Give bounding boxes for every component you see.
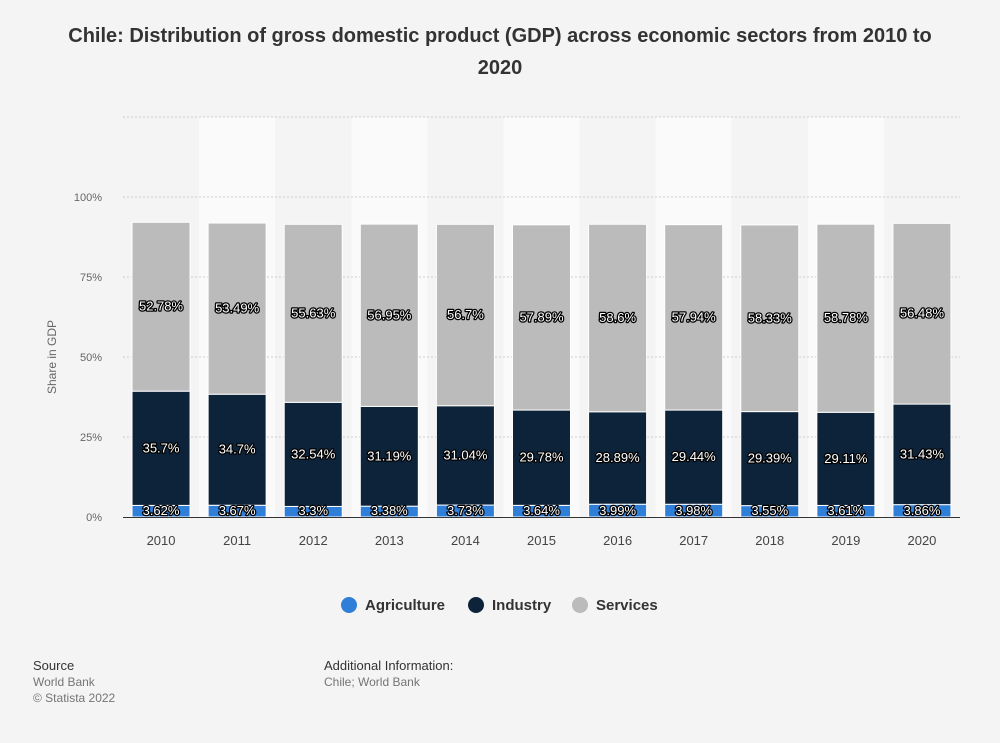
legend-marker <box>572 597 588 613</box>
data-label: 58.6% <box>599 310 636 325</box>
data-label: 3.61% <box>827 503 864 518</box>
bar-industry[interactable] <box>207 393 267 506</box>
data-label: 28.89% <box>596 450 641 465</box>
data-label: 3.55% <box>751 503 788 518</box>
bar-services[interactable] <box>588 223 648 413</box>
data-label: 35.7% <box>143 440 180 455</box>
data-label: 32.54% <box>291 446 336 461</box>
data-label: 29.44% <box>672 449 717 464</box>
axes: 0% 25% 50% 75% 100% Share in GDP 2010 2011 2012 2… <box>45 192 960 548</box>
y-tick-label: 50% <box>80 352 102 364</box>
data-label: 3.86% <box>904 503 941 518</box>
data-label: 57.89% <box>519 309 564 324</box>
data-label: 31.43% <box>900 446 945 461</box>
legend-label: Services <box>596 597 658 614</box>
bar-services[interactable] <box>816 223 876 413</box>
x-tick-label: 2017 <box>679 533 708 548</box>
bar-industry[interactable] <box>816 411 876 506</box>
x-tick-label: 2016 <box>603 533 632 548</box>
legend-item-services[interactable]: Services <box>572 597 658 614</box>
data-label: 53.49% <box>215 301 260 316</box>
bar-services[interactable] <box>435 223 495 407</box>
bar-industry[interactable] <box>283 401 343 507</box>
additional-info-text: Chile; World Bank <box>324 675 420 689</box>
bar-industry[interactable] <box>359 405 419 507</box>
legend-label: Agriculture <box>365 597 445 614</box>
legend-marker <box>468 597 484 613</box>
legend-label: Industry <box>492 597 552 614</box>
bar-industry[interactable] <box>131 390 191 506</box>
bar-industry[interactable] <box>664 409 724 505</box>
data-label: 29.11% <box>824 451 868 466</box>
data-label: 31.04% <box>443 447 488 462</box>
data-label: 3.3% <box>298 503 328 518</box>
y-tick-label: 75% <box>80 272 102 284</box>
bar-services[interactable] <box>892 222 952 405</box>
data-label: 3.98% <box>675 503 712 518</box>
x-tick-label: 2011 <box>223 533 251 548</box>
data-label: 3.64% <box>523 503 560 518</box>
x-tick-label: 2020 <box>907 533 936 548</box>
x-tick-label: 2014 <box>451 533 480 548</box>
bar-services[interactable] <box>359 223 419 407</box>
bar-industry[interactable] <box>588 411 648 505</box>
bars <box>131 221 952 518</box>
chart-title: Chile: Distribution of gross domestic pr… <box>68 25 932 79</box>
data-label: 3.38% <box>371 503 408 518</box>
bar-services[interactable] <box>207 222 267 395</box>
x-tick-label: 2013 <box>375 533 404 548</box>
data-label: 56.95% <box>367 307 412 322</box>
data-label: 29.39% <box>748 451 793 466</box>
bar-services[interactable] <box>664 224 724 411</box>
y-tick-label: 0% <box>86 512 102 524</box>
data-label: 55.63% <box>291 305 336 320</box>
x-tick-label: 2012 <box>299 533 328 548</box>
data-labels: 3.62% 35.7% 52.78% 3.67% 34.7% 53.49% 3.3% 32.5… <box>138 297 946 519</box>
bar-industry[interactable] <box>435 405 495 506</box>
data-label: 34.7% <box>219 442 256 457</box>
data-label: 56.48% <box>900 306 945 321</box>
data-label: 58.33% <box>748 310 793 325</box>
y-tick-label: 100% <box>74 192 102 204</box>
y-tick-label: 25% <box>80 432 102 444</box>
legend: Agriculture Industry Services <box>341 597 658 614</box>
bar-services[interactable] <box>131 221 191 392</box>
bar-services[interactable] <box>512 224 571 411</box>
data-label: 3.73% <box>447 503 484 518</box>
data-label: 3.67% <box>219 503 256 518</box>
bar-industry[interactable] <box>892 403 952 506</box>
copyright[interactable]: © Statista 2022 <box>33 691 116 705</box>
data-label: 3.62% <box>143 503 180 518</box>
source-block: Source World Bank © Statista 2022 <box>33 658 115 706</box>
source-name[interactable]: World Bank <box>33 675 95 689</box>
legend-item-industry[interactable]: Industry <box>468 597 552 614</box>
y-axis-label: Share in GDP <box>45 320 59 394</box>
data-label: 31.19% <box>367 448 412 463</box>
bar-industry[interactable] <box>740 411 800 507</box>
data-label: 56.7% <box>447 307 484 322</box>
x-tick-label: 2018 <box>755 533 784 548</box>
data-label: 57.94% <box>672 309 717 324</box>
data-label: 29.78% <box>519 450 564 465</box>
x-tick-label: 2019 <box>831 533 860 548</box>
bar-industry[interactable] <box>512 409 571 506</box>
legend-item-agriculture[interactable]: Agriculture <box>341 597 445 614</box>
x-tick-label: 2015 <box>527 533 556 548</box>
legend-marker <box>341 597 357 613</box>
additional-info-heading[interactable]: Additional Information: <box>324 658 454 673</box>
bar-services[interactable] <box>740 224 800 413</box>
additional-info-block: Additional Information: Chile; World Ban… <box>324 658 453 690</box>
data-label: 52.78% <box>139 299 184 314</box>
data-label: 58.78% <box>824 310 869 325</box>
bar-services[interactable] <box>283 223 343 403</box>
source-heading: Source <box>33 658 75 673</box>
x-tick-label: 2010 <box>147 533 176 548</box>
data-label: 3.99% <box>599 503 636 518</box>
